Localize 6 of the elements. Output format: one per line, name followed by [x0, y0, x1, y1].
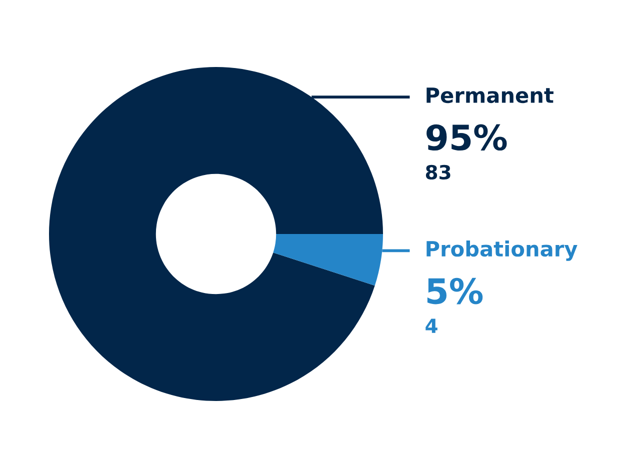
data-label: 95% — [426, 124, 507, 151]
slice-label: Probationary — [426, 240, 578, 261]
data-label: 5% — [427, 278, 483, 304]
text: 4 — [426, 318, 438, 333]
slice-label: Permanent — [426, 88, 554, 104]
text: 83 — [426, 164, 450, 180]
